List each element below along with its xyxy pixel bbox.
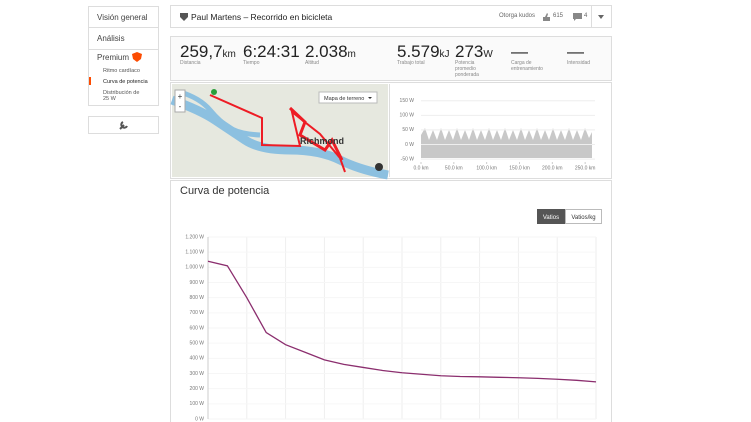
stat-number: 2.038 [305,42,348,61]
x-tick-label: 0.0 km [413,165,428,171]
kudos-count[interactable]: 615 [553,13,564,19]
sidebar: Visión general Análisis Premium Ritmo ca… [88,6,159,106]
nav-item[interactable]: Visión general [97,13,148,22]
stat-label: Potencia promedio ponderada [455,60,479,78]
stat-label: Tiempo [243,60,260,66]
y-tick-label: 150 W [400,98,415,104]
svg-text:+: + [178,92,183,101]
toggle-label[interactable]: Vatios/kg [571,215,595,221]
y-tick-label: 1.100 W [185,249,204,255]
kudos-button[interactable]: Otorga kudos [499,13,536,19]
map-type-label[interactable]: Mapa de terreno [324,96,364,102]
stat-label: Distancia [180,60,201,66]
stat-number: 5.579 [397,42,440,61]
stat-label: Trabajo total [397,60,425,66]
toggle-button[interactable] [565,209,602,224]
thumb-icon [543,13,550,21]
y-tick-label: 1.200 W [185,234,204,240]
stat-number: — [567,42,584,61]
x-tick-label: 200.0 km [542,165,563,171]
stat-number: — [511,42,528,61]
toggle-button[interactable] [537,209,565,224]
nav-subitem[interactable]: Curva de potencia [103,79,148,85]
y-tick-label: 300 W [190,371,205,377]
stat-label: Intensidad [567,60,591,66]
stat-number: 6:24:31 [243,42,300,61]
y-tick-label: 800 W [190,295,205,301]
stat-value: — [567,42,584,62]
y-tick-label: 400 W [190,356,205,362]
nav-subitem[interactable]: Ritmo cardíaco [103,68,140,74]
nav-item[interactable]: Premium [97,53,130,62]
y-tick-label: 700 W [190,310,205,316]
stat-unit: W [483,49,493,60]
stat-unit: m [347,49,356,60]
stats-panel [170,36,612,81]
toggle-label[interactable]: Vatios [543,215,559,221]
y-tick-label: 0 W [195,416,204,422]
stat-unit: km [222,49,236,60]
y-tick-label: 900 W [190,280,205,286]
chart-title: Curva de potencia [180,185,270,197]
activity-header: Paul Martens – Recorrido en bicicleta Ot… [170,5,612,28]
mini-power-area [421,128,592,158]
stat-number: 259,7 [180,42,223,61]
y-tick-label: 100 W [190,401,205,407]
y-tick-label: 50 W [402,127,414,133]
map-city-label: Richmond [300,136,344,146]
zoom-control[interactable] [174,89,186,113]
svg-text:-: - [179,102,182,111]
stat-value: 273W [455,42,493,62]
comment-icon [573,13,582,21]
stat-value: — [511,42,528,62]
tools-button[interactable] [88,116,159,134]
y-tick-label: 600 W [190,325,205,331]
y-tick-label: 100 W [400,113,415,119]
y-tick-label: 200 W [190,386,205,392]
nav-item[interactable]: Análisis [97,34,125,43]
power-curve-panel [170,180,612,422]
x-tick-label: 50.0 km [445,165,463,171]
x-tick-label: 250.0 km [575,165,596,171]
y-tick-label: -50 W [401,156,415,162]
stat-value: 6:24:31 [243,42,300,62]
stat-value: 5.579kJ [397,42,450,62]
active-marker [89,77,91,85]
dropdown-arrow[interactable] [598,15,604,19]
x-tick-label: 100.0 km [476,165,497,171]
premium-badge [132,52,142,62]
activity-icon [180,13,188,21]
stat-unit: kJ [439,49,450,60]
y-tick-label: 0 W [405,142,414,148]
comment-count[interactable]: 4 [584,13,588,19]
x-tick-label: 150.0 km [509,165,530,171]
stat-value: 2.038m [305,42,356,62]
stat-label: Carga de entrenamiento [511,60,543,72]
map-type-button[interactable] [318,91,378,104]
nav-subitem[interactable]: Distribución de 25 W [103,90,140,102]
power-curve [207,260,597,383]
y-tick-label: 500 W [190,340,205,346]
stat-label: Altitud [305,60,319,66]
map: + - Mapa de terreno Richmond [170,84,389,180]
activity-title: Paul Martens – Recorrido en bicicleta [191,12,333,22]
stat-value: 259,7km [180,42,236,62]
y-tick-label: 1.000 W [185,265,204,271]
stat-number: 273 [455,42,484,61]
wrench-icon [119,121,128,130]
